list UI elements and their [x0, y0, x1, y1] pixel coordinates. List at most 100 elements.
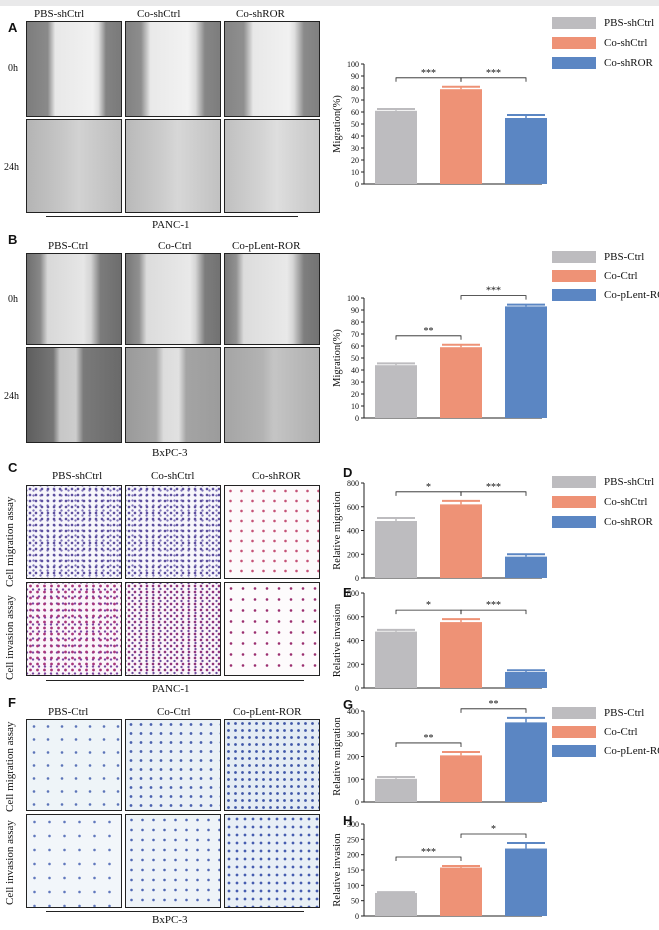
- y-tick-label: 300: [347, 730, 359, 739]
- micrograph-tile: [125, 119, 221, 213]
- y-tick-label: 50: [351, 120, 359, 129]
- row-label: 0h: [8, 294, 18, 305]
- micrograph-tile: [26, 119, 122, 213]
- legend-swatch: [552, 745, 596, 757]
- y-axis-label: Relative invasion: [332, 833, 343, 907]
- significance-label: *: [426, 600, 431, 611]
- cell-line-label: PANC-1: [152, 219, 190, 231]
- micrograph-tile: [125, 253, 221, 345]
- significance-label: *: [426, 482, 431, 493]
- legend-swatch: [552, 726, 596, 738]
- y-tick-label: 70: [351, 96, 359, 105]
- bar: [375, 778, 417, 802]
- micrograph-tile: [224, 21, 320, 117]
- bar: [505, 848, 547, 916]
- col-label: Co-shROR: [236, 8, 285, 20]
- significance-label: **: [424, 326, 434, 337]
- y-tick-label: 200: [347, 851, 359, 860]
- y-tick-label: 800: [347, 479, 359, 488]
- micrograph-tile: [26, 253, 122, 345]
- col-label: Co-shCtrl: [137, 8, 181, 20]
- top-bar: [0, 0, 659, 6]
- bar: [375, 893, 417, 916]
- y-tick-label: 600: [347, 503, 359, 512]
- significance-label: ***: [421, 847, 436, 858]
- bar: [440, 867, 482, 916]
- y-axis-label: Migration(%): [332, 95, 343, 153]
- y-tick-label: 0: [355, 414, 359, 423]
- y-tick-label: 200: [347, 660, 359, 669]
- col-label: PBS-Ctrl: [48, 240, 89, 252]
- row-label: Cell invasion assay: [4, 820, 16, 905]
- y-tick-label: 0: [355, 912, 359, 921]
- bar: [440, 89, 482, 184]
- micrograph-tile: [224, 814, 320, 908]
- micrograph-tile: [125, 719, 221, 811]
- micrograph-tile: [125, 21, 221, 117]
- significance-label: **: [489, 699, 499, 710]
- legend-label: Co-shROR: [604, 516, 653, 528]
- col-label: Co-Ctrl: [158, 240, 192, 252]
- bar: [505, 118, 547, 184]
- y-tick-label: 10: [351, 168, 359, 177]
- bar: [375, 110, 417, 184]
- y-tick-label: 0: [355, 180, 359, 189]
- col-label: PBS-shCtrl: [52, 470, 103, 482]
- significance-bracket: [395, 335, 462, 340]
- micrograph-tile: [125, 485, 221, 579]
- y-tick-label: 600: [347, 613, 359, 622]
- bar: [440, 622, 482, 688]
- bar: [505, 671, 547, 688]
- y-tick-label: 0: [355, 684, 359, 693]
- significance-bracket: [460, 295, 527, 300]
- bar: [505, 722, 547, 802]
- significance-bracket: [460, 491, 527, 496]
- significance-bracket: [395, 742, 462, 747]
- y-tick-label: 40: [351, 366, 359, 375]
- legend-swatch: [552, 476, 596, 488]
- micrograph-tile: [224, 582, 320, 676]
- panel-label-f: F: [8, 695, 16, 710]
- y-tick-label: 20: [351, 156, 359, 165]
- legend-label: Co-Ctrl: [604, 726, 638, 738]
- row-label: Cell invasion assay: [4, 595, 16, 680]
- legend-label: Co-pLent-ROR: [604, 745, 659, 757]
- y-tick-label: 400: [347, 707, 359, 716]
- legend-label: PBS-shCtrl: [604, 17, 655, 29]
- y-tick-label: 0: [355, 574, 359, 583]
- row-label: 24h: [4, 391, 19, 402]
- y-tick-label: 200: [347, 550, 359, 559]
- y-tick-label: 150: [347, 866, 359, 875]
- micrograph-tile: [26, 21, 122, 117]
- bar: [505, 306, 547, 418]
- y-tick-label: 10: [351, 402, 359, 411]
- legend-swatch: [552, 516, 596, 528]
- y-tick-label: 50: [351, 897, 359, 906]
- legend-label: PBS-Ctrl: [604, 251, 645, 263]
- y-axis-label: Migration(%): [332, 329, 343, 387]
- col-label: Co-shCtrl: [151, 470, 195, 482]
- micrograph-tile: [224, 253, 320, 345]
- bar: [505, 556, 547, 578]
- significance-bracket: [460, 833, 527, 839]
- panel-label-c: C: [8, 460, 18, 475]
- row-label: Cell migration assay: [4, 721, 16, 812]
- y-tick-label: 400: [347, 527, 359, 536]
- bar: [440, 347, 482, 418]
- micrograph-tile: [224, 347, 320, 443]
- col-label: PBS-Ctrl: [48, 706, 89, 718]
- significance-label: *: [491, 824, 496, 835]
- bar: [440, 755, 482, 802]
- col-label: Co-pLent-ROR: [232, 240, 301, 252]
- significance-bracket: [460, 77, 527, 82]
- col-label: Co-pLent-ROR: [233, 706, 302, 718]
- significance-bracket: [460, 708, 527, 713]
- row-label: 24h: [4, 162, 19, 173]
- legend-label: Co-shCtrl: [604, 496, 648, 508]
- legend-label: PBS-shCtrl: [604, 476, 655, 488]
- y-tick-label: 60: [351, 342, 359, 351]
- y-tick-label: 80: [351, 318, 359, 327]
- legend-swatch: [552, 496, 596, 508]
- row-label: Cell migration assay: [4, 496, 16, 587]
